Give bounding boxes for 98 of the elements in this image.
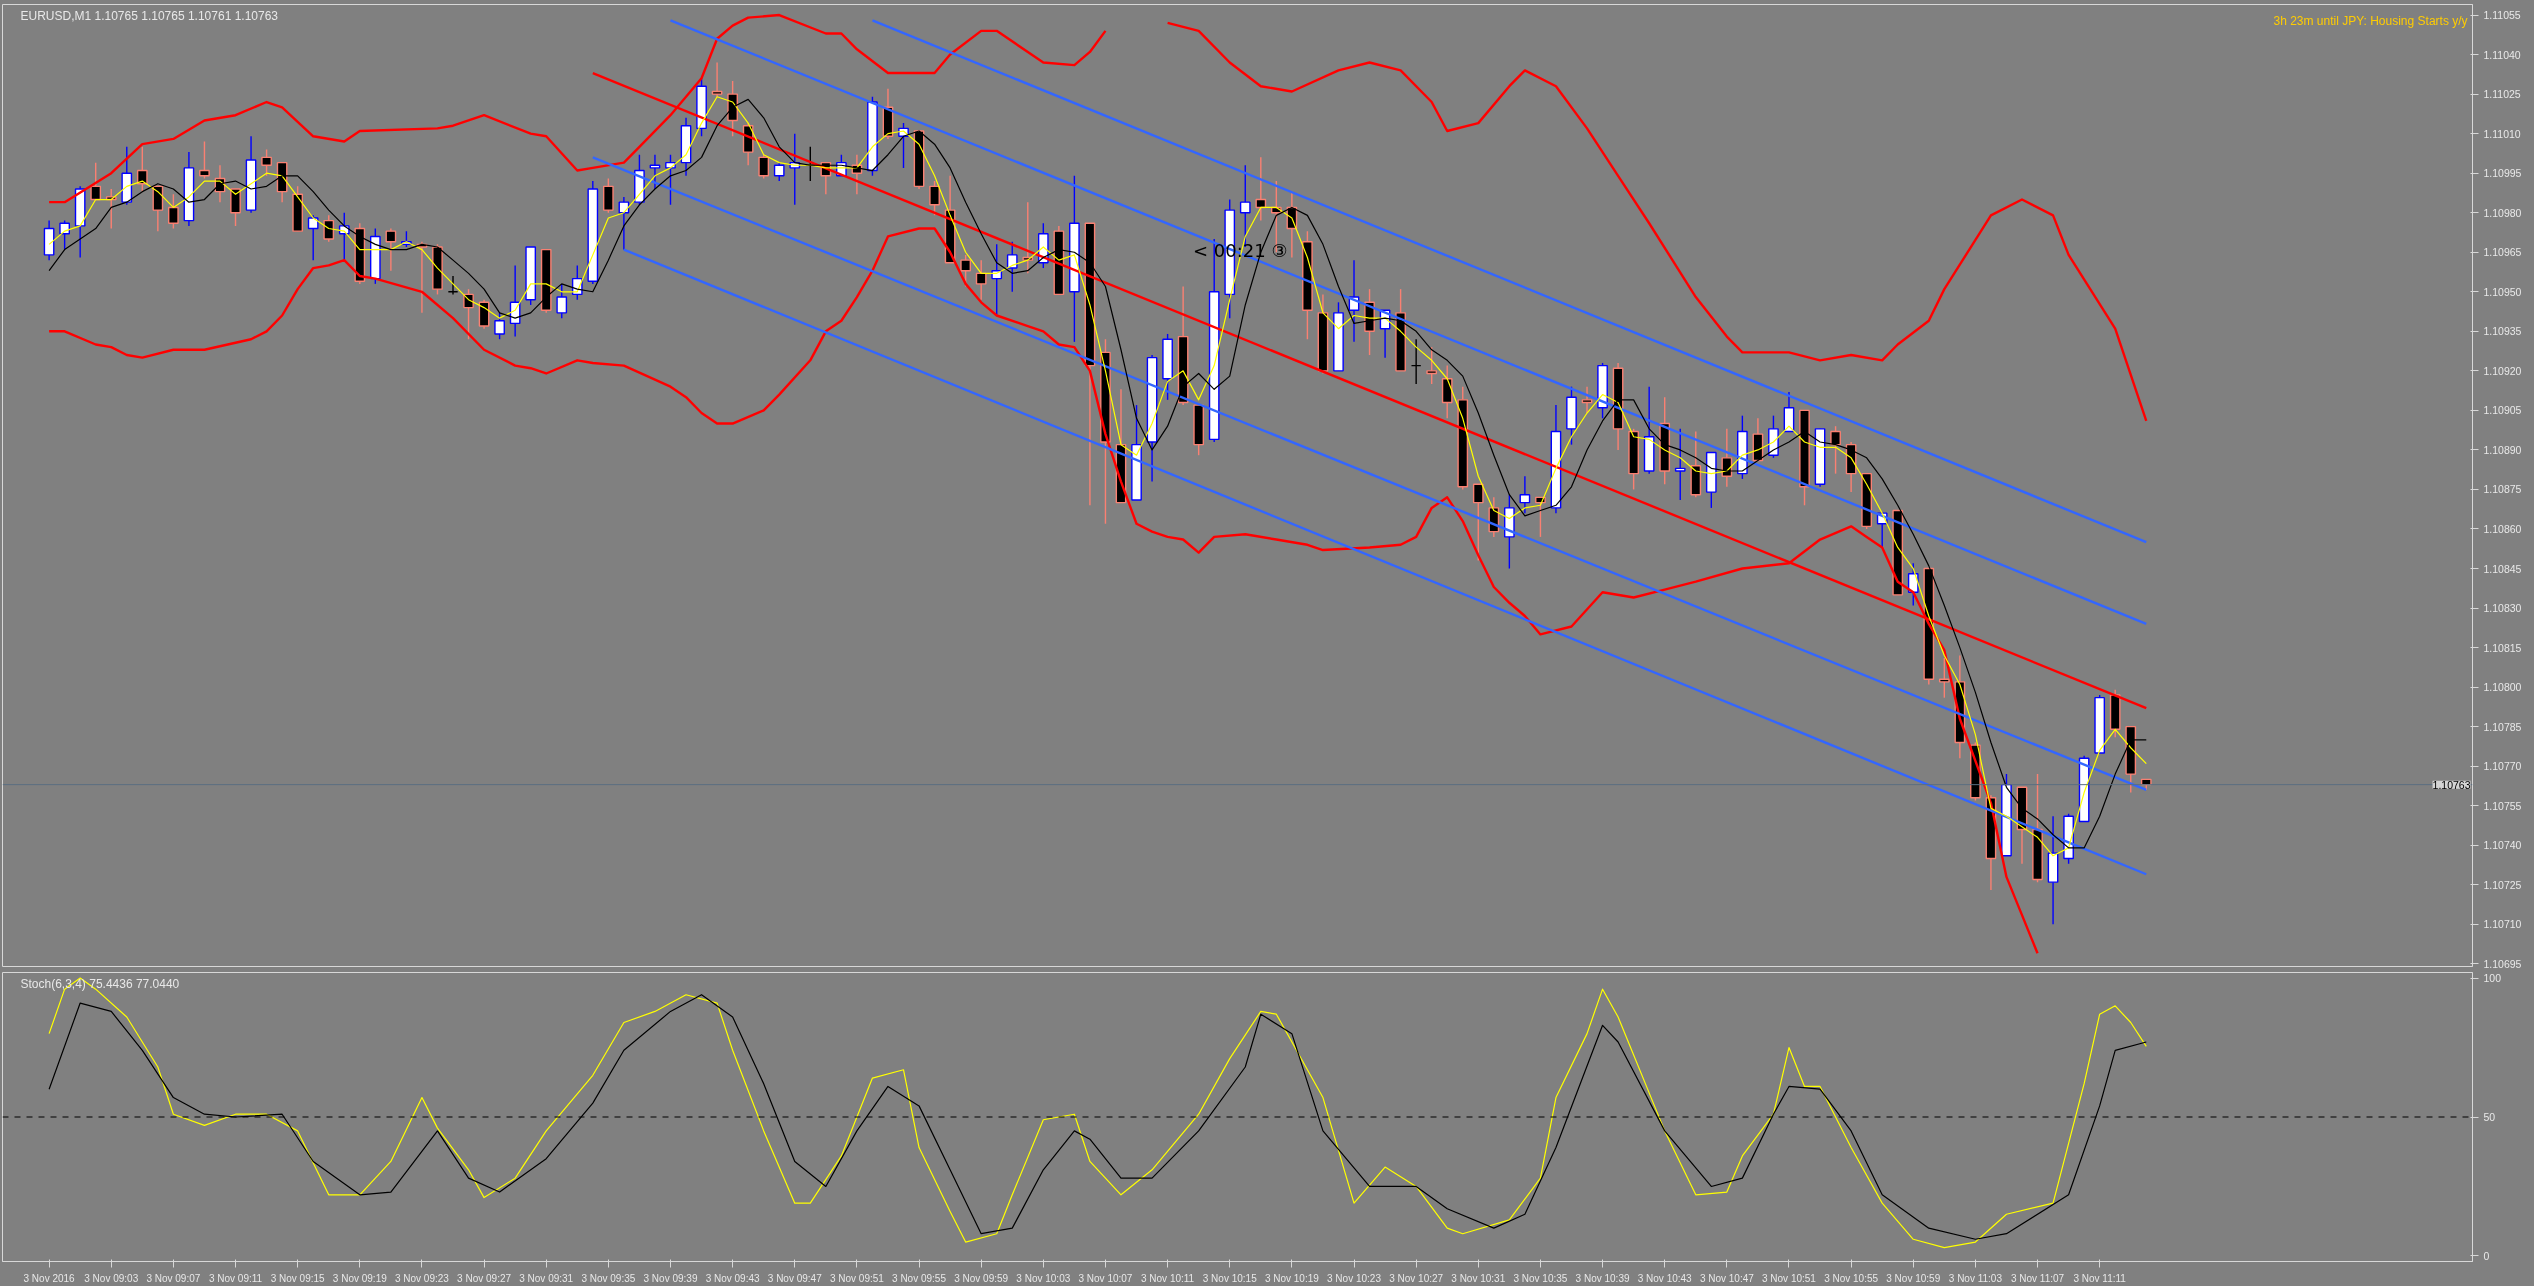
x-tick-label: 3 Nov 10:55 — [1824, 1272, 1879, 1284]
x-tick-label: 3 Nov 09:59 — [954, 1272, 1009, 1284]
candlestick — [649, 154, 661, 190]
y-tick-label: 50 — [2483, 1111, 2496, 1123]
annotation: 3h 23m until JPY: Housing Starts y/y — [2273, 14, 2468, 29]
y-tick-label: 1.11010 — [2483, 127, 2521, 140]
y-tick-label: 1.10920 — [2483, 364, 2522, 377]
y-tick-label: 1.10800 — [2483, 681, 2522, 694]
candlestick — [1441, 364, 1453, 419]
chart-title: EURUSD,M1 1.10765 1.10765 1.10761 1.10763 — [20, 8, 279, 23]
x-tick-label: 3 Nov 2016 — [23, 1272, 76, 1284]
y-tick-label: 1.10770 — [2483, 760, 2522, 773]
candlestick — [385, 227, 397, 272]
candlestick — [494, 312, 505, 340]
y-tick-label: 1.11055 — [2483, 9, 2521, 22]
y-tick-label: 1.10695 — [2483, 957, 2522, 970]
y-tick-label: 1.10890 — [2483, 443, 2522, 456]
candlestick — [1674, 428, 1686, 501]
x-tick-label: 3 Nov 11:03 — [1948, 1272, 2003, 1284]
candlestick — [230, 188, 241, 227]
candlestick — [711, 61, 723, 98]
candlestick — [447, 275, 459, 296]
x-tick-label: 3 Nov 10:47 — [1699, 1272, 1755, 1284]
candlestick — [1830, 425, 1841, 475]
candlestick — [556, 283, 568, 319]
y-tick-label: 1.10845 — [2483, 562, 2522, 575]
x-tick-label: 3 Nov 10:43 — [1637, 1272, 1693, 1284]
candlestick — [665, 154, 676, 206]
x-tick-label: 3 Nov 09:31 — [519, 1272, 574, 1284]
y-tick-label: 1.10875 — [2483, 483, 2522, 496]
x-tick-label: 3 Nov 10:15 — [1202, 1272, 1258, 1284]
candlestick — [773, 161, 785, 182]
y-tick-label: 1.10950 — [2483, 285, 2522, 298]
x-tick-label: 3 Nov 10:31 — [1451, 1272, 1506, 1284]
x-tick-label: 3 Nov 09:51 — [829, 1272, 885, 1284]
y-tick-label: 1.10710 — [2483, 918, 2522, 931]
candlestick — [929, 180, 940, 217]
x-tick-label: 3 Nov 09:11 — [208, 1272, 263, 1284]
candlestick — [1426, 346, 1438, 385]
candlestick — [975, 259, 987, 301]
y-tick-label: 1.10935 — [2483, 325, 2522, 338]
y-tick-label: 1.10725 — [2483, 878, 2522, 891]
candlestick — [199, 140, 210, 180]
y-tick-label: 1.10740 — [2483, 839, 2522, 852]
x-tick-label: 3 Nov 11:07 — [2010, 1272, 2065, 1284]
candlestick — [1938, 657, 1950, 699]
y-tick-label: 1.10980 — [2483, 206, 2522, 219]
x-tick-label: 3 Nov 10:27 — [1389, 1272, 1444, 1284]
x-tick-label: 3 Nov 10:51 — [1762, 1272, 1817, 1284]
candlestick — [136, 146, 148, 193]
x-tick-label: 3 Nov 11:11 — [2073, 1272, 2127, 1284]
candlestick — [602, 177, 614, 214]
candlestick — [1581, 385, 1593, 414]
x-tick-label: 3 Nov 10:35 — [1513, 1272, 1568, 1284]
x-tick-label: 3 Nov 09:03 — [84, 1272, 139, 1284]
candlestick — [152, 185, 164, 232]
candlestick — [90, 161, 102, 201]
candlestick — [1410, 338, 1422, 385]
x-tick-label: 3 Nov 10:23 — [1327, 1272, 1382, 1284]
x-tick-label: 3 Nov 10:39 — [1575, 1272, 1630, 1284]
y-tick-label: 100 — [2483, 972, 2502, 985]
y-tick-label: 0 — [2483, 1249, 2490, 1262]
y-tick-label: 1.11040 — [2483, 48, 2521, 61]
candlestick — [261, 148, 272, 177]
candlestick — [1255, 156, 1267, 222]
y-tick-label: 1.10965 — [2483, 246, 2522, 259]
y-tick-label: 1.11025 — [2483, 88, 2521, 101]
x-tick-label: 3 Nov 09:35 — [581, 1272, 636, 1284]
x-tick-label: 3 Nov 10:07 — [1078, 1272, 1133, 1284]
candlestick — [960, 254, 972, 288]
candlestick — [323, 214, 335, 243]
candlestick — [1472, 483, 1484, 562]
candlestick — [168, 193, 179, 230]
x-tick-label: 3 Nov 09:47 — [767, 1272, 823, 1284]
x-tick-label: 3 Nov 09:39 — [643, 1272, 698, 1284]
x-tick-label: 3 Nov 10:59 — [1886, 1272, 1941, 1284]
y-tick-label: 1.10995 — [2483, 167, 2522, 180]
candlestick — [1006, 241, 1018, 293]
candlestick — [1519, 475, 1531, 514]
candlestick — [758, 154, 770, 180]
x-tick-label: 3 Nov 09:55 — [892, 1272, 947, 1284]
x-tick-label: 3 Nov 09:27 — [457, 1272, 512, 1284]
x-tick-label: 3 Nov 10:19 — [1264, 1272, 1320, 1284]
candlestick — [307, 214, 319, 261]
y-tick-label: 1.10830 — [2483, 602, 2522, 615]
x-tick-label: 3 Nov 10:11 — [1141, 1272, 1195, 1284]
x-tick-label: 3 Nov 10:03 — [1016, 1272, 1071, 1284]
y-tick-label: 1.10815 — [2483, 641, 2522, 654]
x-tick-label: 3 Nov 09:15 — [270, 1272, 326, 1284]
y-tick-label: 1.10905 — [2483, 404, 2522, 417]
x-tick-label: 3 Nov 09:19 — [332, 1272, 388, 1284]
x-tick-label: 3 Nov 09:43 — [705, 1272, 761, 1284]
y-tick-label: 1.10860 — [2483, 522, 2522, 535]
x-tick-label: 3 Nov 09:07 — [146, 1272, 201, 1284]
y-tick-label: 1.10785 — [2483, 720, 2522, 733]
x-tick-label: 3 Nov 09:23 — [394, 1272, 450, 1284]
y-tick-label: 1.10755 — [2483, 799, 2522, 812]
ref-line-label: 1.10763 — [2432, 778, 2471, 791]
